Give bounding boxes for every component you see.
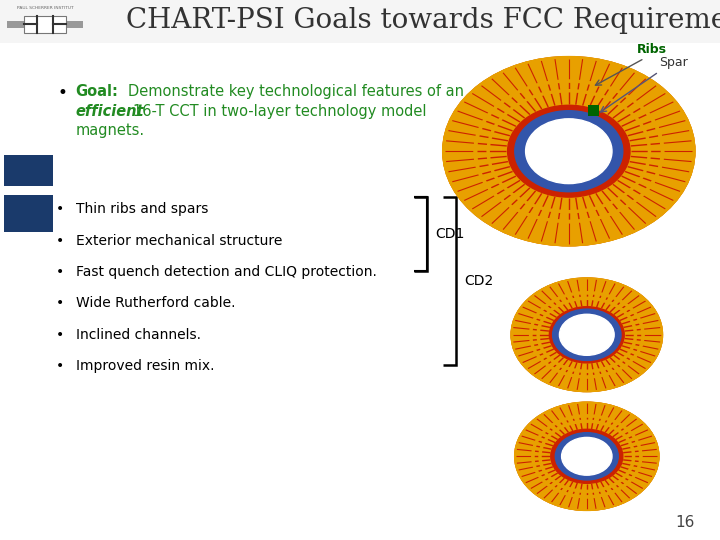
Text: Wide Rutherford cable.: Wide Rutherford cable. bbox=[76, 296, 235, 310]
FancyBboxPatch shape bbox=[0, 0, 720, 43]
Text: Demonstrate key technological features of an: Demonstrate key technological features o… bbox=[128, 84, 464, 99]
Text: •: • bbox=[56, 328, 64, 342]
Circle shape bbox=[562, 437, 612, 475]
Circle shape bbox=[531, 293, 643, 377]
Circle shape bbox=[555, 433, 618, 480]
Text: PAUL SCHERRER INSTITUT: PAUL SCHERRER INSTITUT bbox=[17, 6, 73, 10]
Text: Fast quench detection and CLIQ protection.: Fast quench detection and CLIQ protectio… bbox=[76, 265, 377, 279]
Text: magnets.: magnets. bbox=[76, 123, 145, 138]
Text: CERN: CERN bbox=[14, 209, 42, 219]
Circle shape bbox=[549, 307, 624, 363]
FancyBboxPatch shape bbox=[588, 105, 599, 116]
Text: •: • bbox=[56, 265, 64, 279]
Text: •: • bbox=[56, 359, 64, 373]
Text: •: • bbox=[56, 234, 64, 248]
FancyBboxPatch shape bbox=[24, 16, 66, 33]
Circle shape bbox=[511, 278, 662, 392]
Text: Inclined channels.: Inclined channels. bbox=[76, 328, 201, 342]
Circle shape bbox=[552, 309, 621, 361]
Text: efficient: efficient bbox=[76, 104, 144, 119]
FancyBboxPatch shape bbox=[4, 155, 53, 186]
Text: 16-T CCT in two-layer technology model: 16-T CCT in two-layer technology model bbox=[133, 104, 427, 119]
Circle shape bbox=[515, 111, 623, 192]
Circle shape bbox=[559, 314, 614, 355]
Text: •: • bbox=[56, 202, 64, 217]
Text: CD2: CD2 bbox=[464, 274, 494, 288]
Circle shape bbox=[475, 81, 662, 221]
Text: •: • bbox=[58, 84, 68, 102]
FancyBboxPatch shape bbox=[7, 21, 25, 28]
Circle shape bbox=[443, 57, 695, 246]
Text: Ribs: Ribs bbox=[637, 43, 667, 56]
Text: Goal:: Goal: bbox=[76, 84, 119, 99]
FancyBboxPatch shape bbox=[65, 21, 83, 28]
Text: Exterior mechanical structure: Exterior mechanical structure bbox=[76, 234, 282, 248]
Text: BERKELEY LAB: BERKELEY LAB bbox=[4, 168, 52, 173]
Text: CHART-PSI Goals towards FCC Requirements: CHART-PSI Goals towards FCC Requirements bbox=[126, 7, 720, 34]
Circle shape bbox=[533, 416, 641, 497]
Text: 16: 16 bbox=[675, 515, 695, 530]
FancyBboxPatch shape bbox=[4, 195, 53, 232]
Circle shape bbox=[526, 119, 612, 184]
Circle shape bbox=[508, 105, 630, 197]
Circle shape bbox=[515, 402, 659, 510]
Text: •: • bbox=[56, 296, 64, 310]
Text: Spar: Spar bbox=[659, 56, 688, 69]
Text: CD1: CD1 bbox=[436, 227, 465, 241]
Circle shape bbox=[551, 429, 623, 483]
Text: Thin ribs and spars: Thin ribs and spars bbox=[76, 202, 208, 217]
Text: Improved resin mix.: Improved resin mix. bbox=[76, 359, 214, 373]
